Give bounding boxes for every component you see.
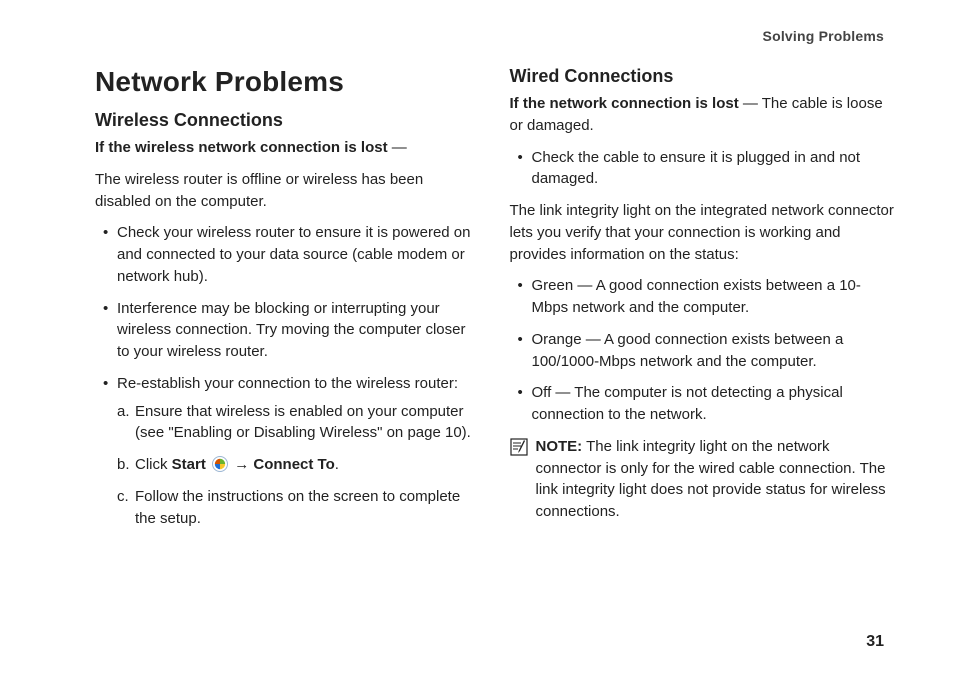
left-column: Network Problems Wireless Connections If… xyxy=(95,66,480,539)
wireless-lead: If the wireless network connection is lo… xyxy=(95,137,480,159)
step-b-start: Start xyxy=(172,456,206,473)
step-a-text: Ensure that wireless is enabled on your … xyxy=(135,403,471,442)
wired-bullets-1: Check the cable to ensure it is plugged … xyxy=(510,147,895,191)
link-light-orange: Orange — A good connection exists betwee… xyxy=(532,329,895,373)
step-a: a. Ensure that wireless is enabled on yo… xyxy=(135,401,480,445)
wireless-bullet-1: Check your wireless router to ensure it … xyxy=(117,222,480,287)
wired-bullet-1: Check the cable to ensure it is plugged … xyxy=(532,147,895,191)
step-c-text: Follow the instructions on the screen to… xyxy=(135,488,460,527)
right-column: Wired Connections If the network connect… xyxy=(510,66,895,539)
subhead-wireless: Wireless Connections xyxy=(95,110,480,131)
wired-lead: If the network connection is lost — The … xyxy=(510,93,895,137)
step-b-pre: Click xyxy=(135,456,172,473)
note-body: The link integrity light on the network … xyxy=(536,438,886,520)
pencil-note-icon xyxy=(510,438,528,456)
windows-start-icon xyxy=(212,456,228,472)
wireless-cause: The wireless router is offline or wirele… xyxy=(95,169,480,213)
wireless-lead-dash: — xyxy=(388,139,407,156)
two-column-layout: Network Problems Wireless Connections If… xyxy=(95,66,894,539)
note-label: NOTE: xyxy=(536,438,583,455)
step-c: c. Follow the instructions on the screen… xyxy=(135,486,480,530)
wired-lead-bold: If the network connection is lost xyxy=(510,95,739,112)
wireless-bullet-3: Re-establish your connection to the wire… xyxy=(117,373,480,530)
note-text: NOTE: The link integrity light on the ne… xyxy=(536,436,895,523)
step-b-arrow: → xyxy=(234,456,253,473)
link-light-list: Green — A good connection exists between… xyxy=(510,275,895,426)
wireless-bullets: Check your wireless router to ensure it … xyxy=(95,222,480,529)
running-header: Solving Problems xyxy=(763,28,884,44)
wireless-lead-bold: If the wireless network connection is lo… xyxy=(95,139,388,156)
manual-page: Solving Problems Network Problems Wirele… xyxy=(0,0,954,677)
link-light-off: Off — The computer is not detecting a ph… xyxy=(532,382,895,426)
page-title: Network Problems xyxy=(95,66,480,98)
wireless-bullet-3-text: Re-establish your connection to the wire… xyxy=(117,375,458,392)
link-light-green: Green — A good connection exists between… xyxy=(532,275,895,319)
wireless-steps: a. Ensure that wireless is enabled on yo… xyxy=(117,401,480,530)
link-light-intro: The link integrity light on the integrat… xyxy=(510,200,895,265)
step-b-connect: Connect To xyxy=(253,456,334,473)
step-b-period: . xyxy=(335,456,339,473)
wireless-bullet-2: Interference may be blocking or interrup… xyxy=(117,298,480,363)
subhead-wired: Wired Connections xyxy=(510,66,895,87)
step-b-label: b. xyxy=(117,454,130,476)
note-block: NOTE: The link integrity light on the ne… xyxy=(510,436,895,523)
page-number: 31 xyxy=(866,633,884,651)
step-b: b. Click Start xyxy=(135,454,480,476)
step-a-label: a. xyxy=(117,401,130,423)
step-c-label: c. xyxy=(117,486,129,508)
